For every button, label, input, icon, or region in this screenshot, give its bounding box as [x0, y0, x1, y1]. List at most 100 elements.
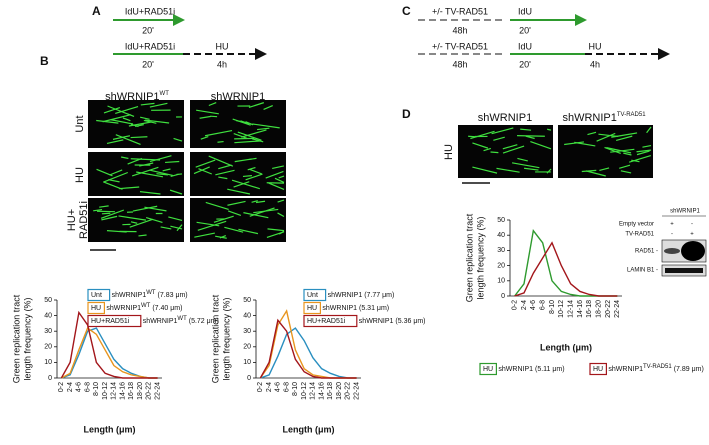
x-tick-label: 18-20	[596, 300, 603, 318]
lane: -	[671, 232, 673, 238]
fiber	[131, 166, 159, 177]
micrograph	[190, 100, 286, 148]
fiber	[636, 149, 652, 153]
fiber	[233, 132, 248, 139]
blot-header: shWRNIP1	[670, 209, 700, 215]
lane: +	[670, 222, 674, 228]
fiber	[99, 205, 109, 208]
y-tick-label: 50	[497, 217, 505, 224]
y-tick-label: 40	[44, 312, 52, 319]
legend-text: shWRNIP1	[498, 366, 533, 373]
pre: +/- TV-RAD51	[432, 6, 488, 16]
x-tick-label: 0-2	[512, 300, 519, 310]
fiber	[596, 132, 616, 142]
chase: HU	[589, 41, 602, 51]
micrograph	[190, 152, 286, 196]
treatment: IdU+RAD51i	[125, 41, 175, 51]
fiber	[530, 140, 552, 150]
treatment: IdU	[518, 41, 532, 51]
fiber	[139, 162, 154, 167]
legend-text: shWRNIP1	[143, 318, 178, 325]
fiber	[232, 118, 251, 126]
panel-label: C	[402, 4, 411, 18]
fiber	[227, 200, 246, 206]
panel-label: B	[40, 54, 49, 68]
fiber	[224, 226, 244, 233]
y-tick-label: 30	[243, 328, 251, 335]
fiber	[642, 144, 652, 148]
x-tick-label: 22-24	[614, 300, 621, 318]
x-tick-label: 14-16	[119, 382, 126, 400]
pre: +/- TV-RAD51	[432, 41, 488, 51]
fiber	[208, 155, 234, 167]
micrograph	[88, 198, 184, 242]
x-tick-label: 8-10	[549, 300, 556, 314]
header-text: shWRNIP1	[562, 112, 616, 124]
legend-note: (5.31 μm)	[359, 305, 389, 312]
fiber	[251, 200, 258, 203]
legend-box	[479, 362, 497, 376]
fiber	[215, 169, 235, 176]
series-line	[61, 327, 158, 379]
legend-note: (7.83 μm)	[158, 292, 188, 299]
legend-name: HU	[91, 305, 101, 312]
fiber	[170, 173, 179, 178]
legend-sup: WT	[146, 290, 156, 296]
fiber	[547, 128, 552, 131]
fiber	[103, 181, 123, 190]
fiber	[277, 199, 285, 203]
fiber	[599, 167, 610, 172]
fiber	[132, 205, 158, 212]
fiber	[604, 146, 621, 155]
y-axis-label: length frequency (%)	[475, 216, 485, 299]
time: 20'	[519, 25, 531, 35]
legend-box	[589, 362, 607, 376]
x-tick-label: 6-8	[84, 382, 91, 392]
column-header: shWRNIP1	[211, 91, 265, 103]
header-text: shWRNIP1	[105, 91, 159, 103]
legend-note: (5.72 μm)	[189, 318, 219, 325]
legend-note: (7.89 μm)	[674, 366, 704, 373]
fiber	[245, 173, 263, 181]
fiber	[103, 106, 121, 114]
x-tick-label: 0-2	[257, 382, 264, 392]
y-tick-label: 10	[497, 278, 505, 285]
column-header: shWRNIP1WT	[105, 91, 169, 103]
fiber	[631, 159, 640, 163]
y-tick-label: 20	[497, 262, 505, 269]
fiber	[170, 225, 183, 230]
fiber	[606, 147, 632, 154]
fiber	[217, 140, 224, 143]
lane: +	[690, 232, 694, 238]
y-axis-label: length frequency (%)	[22, 297, 32, 380]
legend-box	[87, 314, 142, 328]
legend-label: shWRNIP1 (5.31 μm)	[322, 305, 389, 312]
time: 20'	[142, 25, 154, 35]
fiber	[205, 201, 229, 210]
legend-name: Unt	[91, 292, 102, 299]
fiber	[145, 216, 163, 224]
legend-sup: WT	[141, 303, 151, 309]
fiber	[490, 151, 499, 154]
fiber	[112, 135, 131, 140]
x-tick-label: 4-6	[76, 382, 83, 392]
x-tick-label: 18-20	[137, 382, 144, 400]
x-axis-label: Length (μm)	[84, 424, 136, 434]
fiber	[472, 142, 489, 149]
band	[664, 248, 680, 254]
panel-label: D	[402, 107, 411, 121]
fiber	[138, 234, 147, 237]
fiber	[523, 167, 539, 171]
fiber	[472, 166, 498, 174]
legend-name: HU+RAD51i	[91, 318, 130, 325]
fiber	[581, 169, 597, 173]
fiber	[511, 162, 540, 169]
x-tick-label: 12-14	[310, 382, 317, 400]
legend-name: Unt	[307, 292, 318, 299]
fiber	[109, 169, 123, 176]
x-axis-label: Length (μm)	[540, 342, 592, 352]
row-label: RAD51i	[78, 201, 90, 239]
fiber	[130, 136, 148, 139]
fiber	[517, 157, 528, 162]
